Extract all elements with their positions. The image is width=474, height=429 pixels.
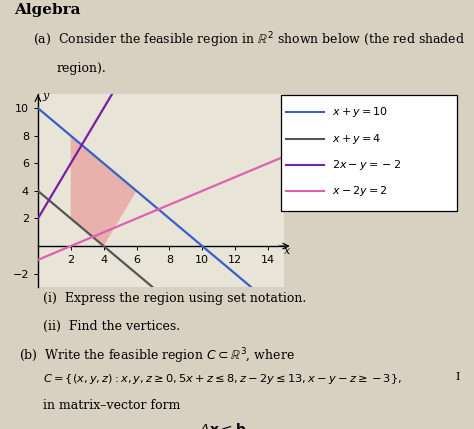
Text: (i)  Express the region using set notation.: (i) Express the region using set notatio…	[43, 292, 306, 305]
FancyBboxPatch shape	[281, 95, 457, 211]
Polygon shape	[71, 136, 137, 246]
Text: $x - 2y = 2$: $x - 2y = 2$	[332, 184, 388, 198]
Text: $C = \{(x,y,z) : x,y,z \geq 0, 5x+z \leq 8, z-2y \leq 13, x-y-z \geq -3\},$: $C = \{(x,y,z) : x,y,z \geq 0, 5x+z \leq…	[43, 372, 401, 387]
Text: region).: region).	[57, 62, 107, 76]
Text: y: y	[42, 91, 48, 100]
Text: (a)  Consider the feasible region in $\mathbb{R}^2$ shown below (the red shaded: (a) Consider the feasible region in $\ma…	[33, 30, 465, 50]
Text: $x + y = 4$: $x + y = 4$	[332, 132, 381, 145]
Text: Algebra: Algebra	[14, 3, 81, 17]
Text: $A\mathbf{x} \leq \mathbf{b}.$: $A\mathbf{x} \leq \mathbf{b}.$	[199, 422, 250, 429]
Text: in matrix–vector form: in matrix–vector form	[43, 399, 180, 412]
Text: $x + y = 10$: $x + y = 10$	[332, 106, 388, 120]
Text: (ii)  Find the vertices.: (ii) Find the vertices.	[43, 320, 180, 333]
Text: x: x	[284, 246, 291, 256]
Text: I: I	[455, 372, 459, 382]
Text: $2x - y = -2$: $2x - y = -2$	[332, 158, 401, 172]
Text: (b)  Write the feasible region $C \subset \mathbb{R}^3$, where: (b) Write the feasible region $C \subset…	[19, 347, 295, 366]
